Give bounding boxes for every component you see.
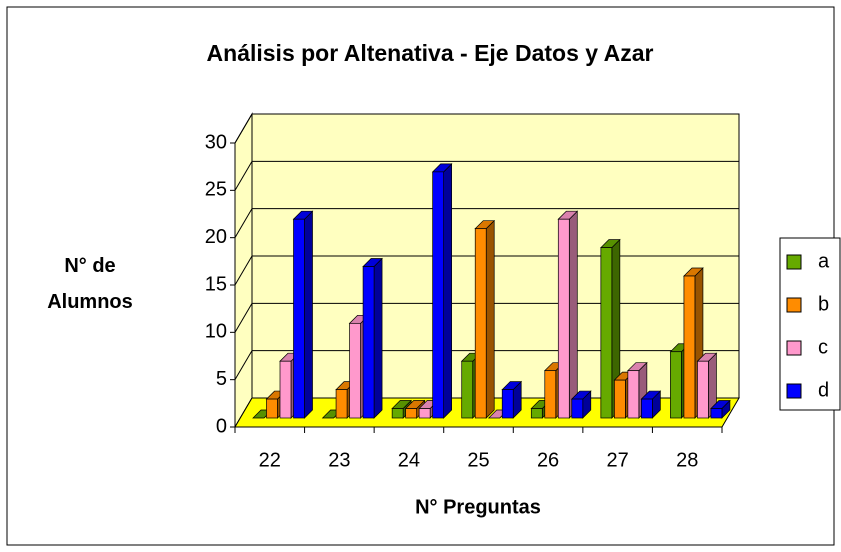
- bar-side: [373, 257, 383, 419]
- bar: [697, 360, 709, 419]
- bar: [474, 228, 487, 419]
- bar: [418, 408, 431, 419]
- y-tick-label: 5: [216, 368, 227, 390]
- bar: [614, 379, 626, 419]
- y-tick-label: 15: [205, 273, 227, 295]
- legend-label: b: [818, 293, 829, 315]
- bar: [432, 171, 444, 419]
- x-axis-title: N° Preguntas: [415, 496, 541, 518]
- y-axis-title: N° de Alumnos: [47, 255, 133, 313]
- bar-side: [485, 219, 495, 419]
- grid-line-side: [234, 161, 253, 191]
- bar: [293, 218, 305, 419]
- legend-swatch: [786, 254, 802, 270]
- chart-title: Análisis por Altenativa - Eje Datos y Az…: [207, 40, 654, 66]
- bar-side: [304, 210, 313, 419]
- bar: [600, 247, 613, 419]
- bar: [405, 408, 417, 419]
- bar: [557, 218, 570, 419]
- bar: [641, 398, 653, 419]
- bar: [461, 360, 474, 419]
- legend-swatch: [786, 297, 802, 313]
- x-tick-label: 26: [537, 449, 559, 471]
- grid-line-side: [234, 255, 253, 286]
- x-tick-label: 27: [607, 449, 629, 471]
- y-tick-label: 10: [205, 321, 227, 343]
- bar: [501, 389, 514, 419]
- bar-side: [568, 210, 578, 419]
- x-tick-label: 28: [676, 449, 698, 471]
- grid-line-side: [234, 113, 253, 144]
- bar: [571, 398, 584, 419]
- bar: [391, 408, 404, 419]
- bar: [710, 408, 723, 419]
- bar: [530, 408, 543, 419]
- x-tick-label: 25: [467, 449, 489, 471]
- x-tick-label: 24: [398, 449, 420, 471]
- y-tick-label: 20: [205, 226, 227, 248]
- bar: [335, 389, 348, 419]
- legend-label: c: [818, 336, 828, 358]
- grid-line-side: [234, 350, 253, 380]
- bar: [544, 370, 557, 419]
- legend-swatch: [786, 340, 802, 356]
- bar: [670, 351, 682, 419]
- grid-line-side: [234, 303, 253, 333]
- legend-label: a: [818, 250, 830, 272]
- legend-label: d: [818, 379, 829, 401]
- y-tick-label: 25: [205, 179, 227, 201]
- x-tick-label: 23: [328, 449, 350, 471]
- bar: [627, 370, 640, 419]
- bar: [266, 398, 278, 419]
- y-tick-label: 30: [205, 131, 227, 153]
- bar: [362, 266, 375, 419]
- x-tick-label: 22: [259, 449, 281, 471]
- legend-swatch: [786, 383, 802, 399]
- grid-line-side: [234, 208, 253, 238]
- bar: [349, 322, 361, 419]
- bar: [279, 360, 292, 419]
- bar-side: [443, 163, 452, 419]
- bar: [683, 275, 696, 419]
- y-tick-label: 0: [216, 415, 227, 437]
